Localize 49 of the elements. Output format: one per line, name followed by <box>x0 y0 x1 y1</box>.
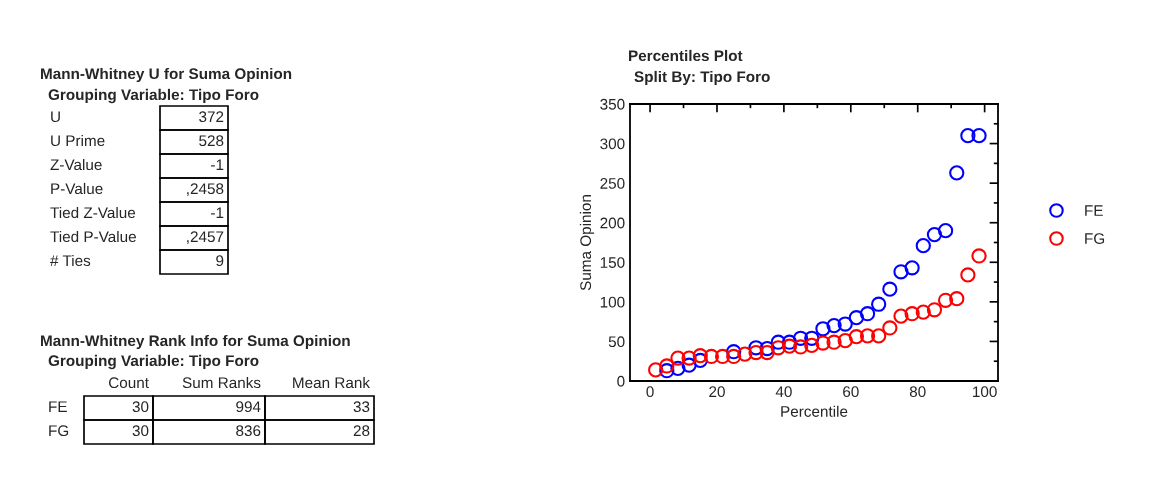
x-tick-label: 100 <box>973 386 997 398</box>
text: -1 <box>211 207 224 218</box>
x-tick-label: 0 <box>646 386 654 398</box>
text: 33 <box>353 401 370 413</box>
x-tick-label: 20 <box>709 386 725 398</box>
text: 372 <box>199 111 224 123</box>
y-tick-label: 250 <box>600 178 625 189</box>
category-label: Z-Value <box>50 158 102 171</box>
chart-subtitle: Split By: Tipo Foro <box>634 70 770 86</box>
category-label: Sum Ranks <box>182 376 261 389</box>
text: ,2457 <box>187 231 224 244</box>
y-axis-title: Suma Opinion <box>579 195 595 291</box>
x-axis-title: Percentile <box>781 405 848 417</box>
y-tick-label: 200 <box>600 217 625 229</box>
text: 30 <box>132 401 149 413</box>
text: 9 <box>216 255 224 267</box>
text: 528 <box>199 135 224 147</box>
chart-title: Percentiles Plot <box>629 49 743 62</box>
category-label: Count <box>109 377 149 389</box>
y-tick-label: 0 <box>617 375 625 387</box>
y-tick-label: 300 <box>600 138 625 150</box>
text: -1 <box>211 159 224 170</box>
text: Grouping Variable: Tipo Foro <box>48 88 259 104</box>
category-label: Tied P-Value <box>50 230 136 243</box>
y-tick-label: 100 <box>600 296 625 308</box>
y-tick-label: 50 <box>608 336 625 348</box>
category-label: FE <box>49 401 67 412</box>
legend-label: FE <box>1085 205 1103 216</box>
text: Mann-Whitney U for Suma Opinion <box>41 67 292 83</box>
y-tick-label: 350 <box>600 98 625 110</box>
category-label: # Ties <box>50 254 91 267</box>
category-label: U Prime <box>51 134 105 147</box>
text: ,2458 <box>187 183 224 196</box>
category-label: FG <box>49 425 69 437</box>
x-tick-label: 40 <box>775 386 792 398</box>
x-tick-label: 60 <box>843 386 859 398</box>
text: Grouping Variable: Tipo Foro <box>48 354 259 370</box>
category-label: U <box>51 111 60 123</box>
category-label: Tied Z-Value <box>50 206 136 219</box>
category-label: P-Value <box>51 182 103 195</box>
y-tick-label: 150 <box>600 257 625 268</box>
x-tick-label: 80 <box>909 386 926 398</box>
text: 28 <box>353 425 370 437</box>
text: 994 <box>236 401 261 413</box>
category-label: Mean Rank <box>293 376 371 389</box>
legend-label: FG <box>1085 233 1105 244</box>
text: 836 <box>236 425 261 437</box>
text: Mann-Whitney Rank Info for Suma Opinion <box>41 334 350 350</box>
text: 30 <box>132 425 149 437</box>
